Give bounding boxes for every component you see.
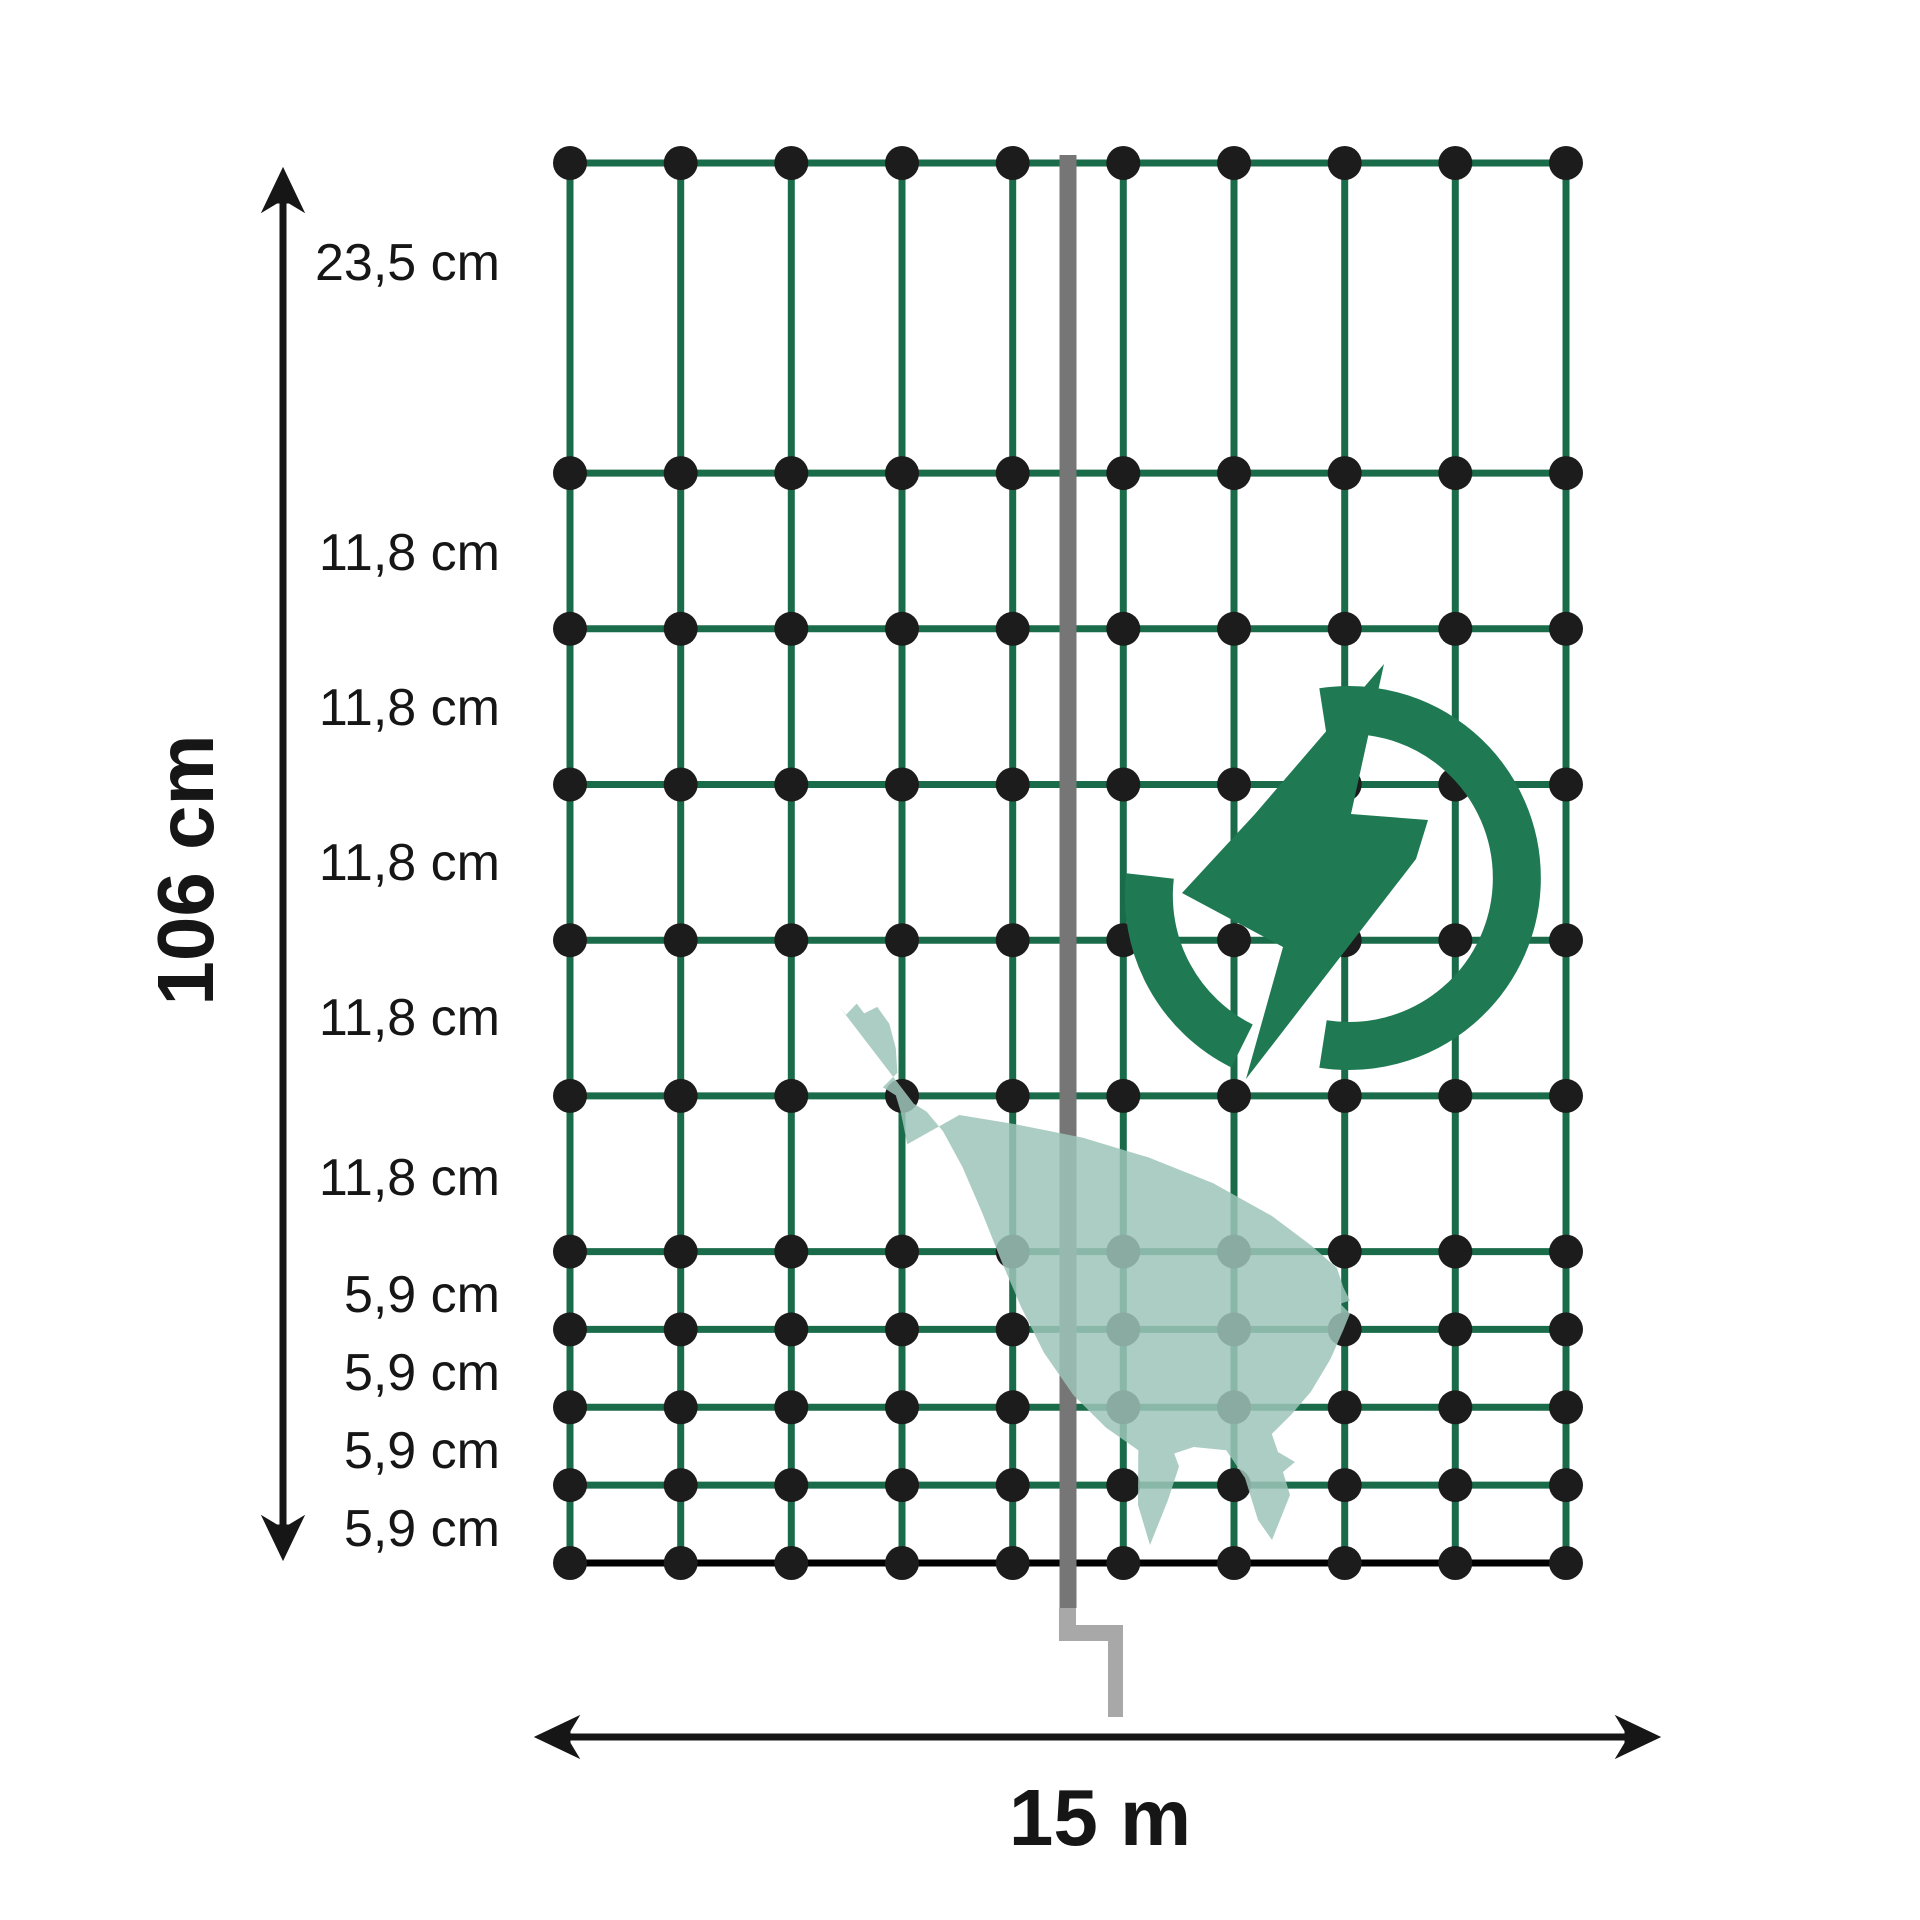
svg-text:5,9 cm: 5,9 cm: [344, 1422, 500, 1480]
svg-text:11,8 cm: 11,8 cm: [319, 1149, 500, 1207]
svg-text:11,8 cm: 11,8 cm: [319, 524, 500, 582]
svg-text:5,9 cm: 5,9 cm: [344, 1266, 500, 1324]
svg-text:5,9 cm: 5,9 cm: [344, 1344, 500, 1402]
svg-text:106 cm: 106 cm: [141, 734, 230, 1005]
svg-text:5,9 cm: 5,9 cm: [344, 1500, 500, 1558]
svg-text:23,5 cm: 23,5 cm: [315, 234, 500, 292]
svg-text:11,8 cm: 11,8 cm: [319, 679, 500, 737]
svg-text:11,8 cm: 11,8 cm: [319, 834, 500, 892]
svg-text:15 m: 15 m: [1009, 1773, 1191, 1862]
svg-text:11,8 cm: 11,8 cm: [319, 989, 500, 1047]
